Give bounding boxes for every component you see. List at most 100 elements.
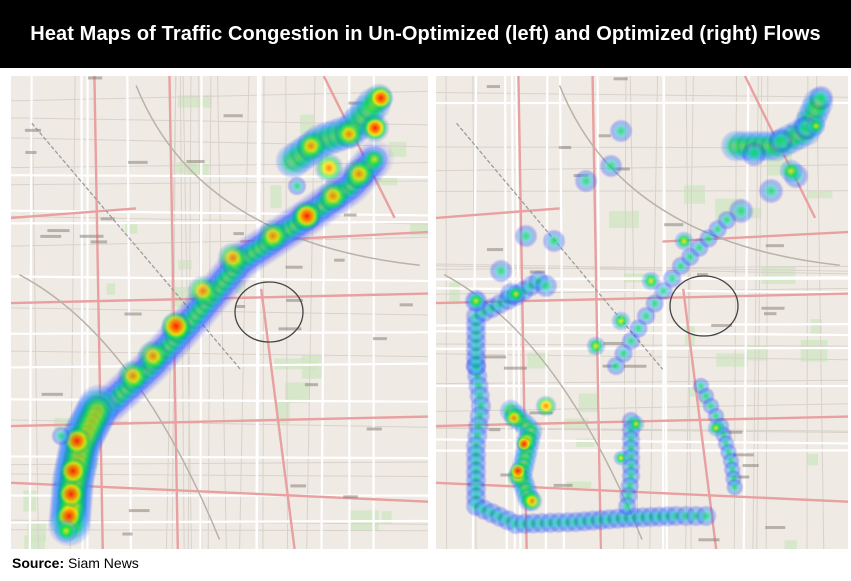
minor-road [685,76,692,549]
park-area [576,438,595,448]
heat-blob [741,141,767,167]
circular-track [234,281,304,343]
heat-blob [609,119,633,143]
map-label-mark [765,244,784,248]
heatmap-optimized [436,76,848,549]
heat-blob [489,259,513,283]
minor-road [445,76,448,549]
heat-blob [51,426,71,446]
heatmap-unoptimized [11,76,428,549]
source-value: Siam News [68,555,139,571]
heat-blob [806,116,826,136]
heat-blob [716,210,737,231]
heat-blob [542,229,566,253]
map-label-mark [285,265,303,269]
minor-road [816,76,825,549]
heat-blob [59,457,87,485]
heat-blob [586,336,606,356]
map-label-mark [304,383,319,387]
heat-blob [187,275,219,307]
map-label-mark [482,355,507,359]
heat-blob [466,291,486,311]
heat-blob [117,360,149,392]
map-label-mark [24,128,41,132]
major-road [11,207,137,220]
map-label-mark [603,341,624,345]
map-label-mark [763,312,777,316]
heat-blob [768,128,794,154]
heat-blob [695,505,717,527]
heat-blob [137,340,169,372]
heat-blob [613,450,629,466]
heat-blob [779,159,803,183]
heat-blob [57,480,85,508]
minor-road [685,76,694,549]
heat-blob [674,231,694,251]
street [11,331,428,335]
map-label-mark [598,134,611,138]
heat-blob [369,86,393,110]
heat-blob [287,176,307,196]
map-label-mark [334,258,345,262]
heat-blob [534,274,558,298]
park-area [270,185,282,209]
heat-blob [363,116,387,140]
park-area [684,185,706,204]
minor-road [11,350,428,358]
map-label-mark [87,76,103,80]
circular-track [669,275,739,337]
heat-blob [257,220,289,252]
map-label-mark [711,323,733,327]
map-label-mark [90,240,108,244]
map-label-mark [223,114,243,118]
park-area [806,453,818,466]
minor-road [806,76,809,549]
map-label-mark [235,304,246,308]
heat-blob [808,85,834,111]
map-label-mark [25,150,37,154]
heatmap-optimized-canvas [436,76,848,549]
heat-blob [758,178,784,204]
heat-blob [521,490,543,512]
ring-road [558,85,840,266]
heat-blob [54,519,78,543]
map-label-mark [372,337,387,341]
map-label-mark [366,427,382,431]
park-area [609,210,639,228]
street [255,76,262,549]
heat-blob [574,169,598,193]
map-label-mark [613,77,628,81]
heat-blob [516,436,532,452]
map-label-mark [765,526,786,530]
minor-road [11,236,428,247]
minor-road [436,353,848,361]
map-label-mark [128,509,150,513]
map-label-mark [553,483,573,487]
heat-blob [314,153,344,183]
park-area [784,540,797,549]
heat-blob [343,158,375,190]
major-road [436,207,560,220]
minor-road [31,76,39,549]
park-area [54,417,71,430]
park-area [716,353,748,367]
heat-blob [293,202,321,230]
map-label-mark [486,85,500,89]
railway [456,122,664,370]
park-area [186,163,209,177]
heat-blob [296,131,326,161]
park-area [301,355,323,379]
heat-blob [503,407,525,429]
map-label-mark [122,532,133,536]
heat-blob [506,284,526,304]
map-label-mark [79,234,104,238]
map-label-mark [286,298,303,302]
heat-blob [617,496,638,516]
street [436,346,848,350]
map-label-mark [100,217,115,221]
map-label-mark [343,495,358,499]
park-area [178,260,192,270]
map-label-mark [41,392,63,396]
map-label-mark [664,223,684,227]
source-label: Source: [12,555,65,571]
